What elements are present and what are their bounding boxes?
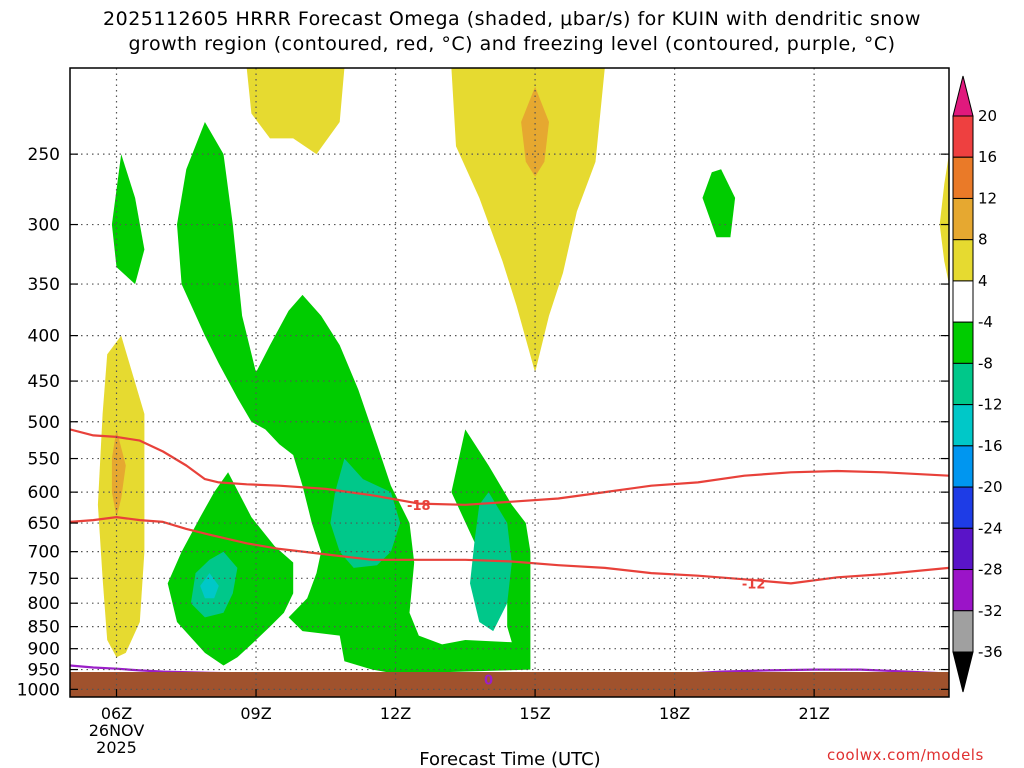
colorbar-bin bbox=[952, 569, 974, 612]
colorbar-bin bbox=[952, 610, 974, 653]
colorbar-label: 16 bbox=[978, 148, 997, 166]
y-tick-label: 800 bbox=[28, 594, 60, 614]
omega-region-green-main bbox=[177, 122, 531, 674]
omega-region-orange-top-center bbox=[521, 86, 549, 177]
y-tick-label: 900 bbox=[28, 640, 60, 660]
y-tick-label: 550 bbox=[28, 450, 60, 470]
contour-label: -18 bbox=[407, 499, 431, 514]
colorbar-bin bbox=[952, 404, 974, 447]
x-tick-year: 2025 bbox=[96, 738, 137, 757]
omega-region-green-small-left bbox=[111, 154, 145, 285]
y-tick-label: 700 bbox=[28, 543, 60, 563]
contour-line-minus18 bbox=[70, 428, 949, 506]
y-tick-label: 450 bbox=[28, 372, 60, 392]
site-credit: coolwx.com/models bbox=[827, 746, 984, 764]
colorbar-label: 4 bbox=[978, 272, 988, 290]
y-tick-label: 600 bbox=[28, 483, 60, 503]
y-tick-label: 400 bbox=[28, 327, 60, 347]
contour-label: 0 bbox=[484, 674, 493, 689]
colorbar-bin bbox=[952, 239, 974, 282]
colorbar-bottom-arrow bbox=[952, 651, 974, 693]
x-axis-label: Forecast Time (UTC) bbox=[419, 749, 600, 768]
x-tick-label: 21Z bbox=[798, 704, 829, 723]
colorbar-label: -4 bbox=[978, 313, 993, 331]
colorbar-bin bbox=[952, 280, 974, 323]
colorbar-bin bbox=[952, 321, 974, 364]
omega-colorbar: 20 16 12 8 4 -4 -8 -12 -16 -20 -24 -28 -32 -36 bbox=[952, 75, 1003, 693]
x-tick-label: 15Z bbox=[519, 704, 550, 723]
gridlines bbox=[70, 68, 949, 697]
colorbar-label: 8 bbox=[978, 231, 988, 249]
colorbar-label: 20 bbox=[978, 107, 997, 125]
plot-frame bbox=[69, 67, 950, 698]
x-tick-label: 12Z bbox=[380, 704, 411, 723]
y-tick-label: 350 bbox=[28, 275, 60, 295]
colorbar-label: -8 bbox=[978, 354, 993, 372]
colorbar-label: 12 bbox=[978, 189, 997, 207]
x-tick-date: 26NOV bbox=[89, 721, 145, 740]
chart-title-line-1: 2025112605 HRRR Forecast Omega (shaded, … bbox=[103, 8, 921, 30]
omega-region-green-small-right bbox=[702, 169, 736, 238]
colorbar-label: -28 bbox=[978, 561, 1003, 579]
omega-region-teal-center-left bbox=[330, 458, 401, 568]
colorbar-label: -16 bbox=[978, 437, 1003, 455]
x-tick-label: 09Z bbox=[240, 704, 271, 723]
colorbar-bin bbox=[952, 445, 974, 488]
omega-region-yellow-right-edge bbox=[939, 154, 949, 285]
colorbar-bin bbox=[952, 156, 974, 199]
colorbar-label: -32 bbox=[978, 602, 1003, 620]
omega-region-yellow-top-center bbox=[451, 68, 605, 373]
contour-line-minus12 bbox=[70, 516, 949, 585]
chart-title-line-2: growth region (contoured, red, °C) and f… bbox=[128, 33, 896, 55]
y-tick-label: 950 bbox=[28, 661, 60, 681]
contour-label: -12 bbox=[742, 577, 766, 592]
colorbar-label: -20 bbox=[978, 478, 1003, 496]
y-tick-label: 750 bbox=[28, 569, 60, 589]
contour-labels-layer: -18 -12 0 bbox=[407, 499, 766, 689]
colorbar-label: -36 bbox=[978, 643, 1003, 661]
colorbar-label: -12 bbox=[978, 396, 1003, 414]
y-tick-label: 650 bbox=[28, 514, 60, 534]
omega-shading-layer bbox=[97, 68, 949, 674]
colorbar-bin bbox=[952, 362, 974, 406]
colorbar-bin bbox=[952, 197, 974, 241]
colorbar-label: -24 bbox=[978, 519, 1003, 537]
colorbar-bin bbox=[952, 527, 974, 571]
omega-region-yellow-top-left bbox=[246, 68, 345, 155]
omega-region-orange-left bbox=[111, 429, 126, 518]
y-tick-label: 500 bbox=[28, 413, 60, 433]
y-tick-label: 250 bbox=[28, 145, 60, 165]
y-tick-label: 300 bbox=[28, 216, 60, 236]
x-tick-label: 06Z bbox=[101, 704, 132, 723]
ground-layer bbox=[70, 672, 949, 697]
colorbar-top-arrow bbox=[952, 75, 974, 117]
colorbar-bin bbox=[952, 486, 974, 529]
x-tick-label: 18Z bbox=[659, 704, 690, 723]
y-tick-label: 850 bbox=[28, 618, 60, 638]
omega-region-cyan-lower-left bbox=[200, 573, 219, 599]
y-tick-label: 1000 bbox=[17, 680, 60, 700]
colorbar-bin bbox=[952, 115, 974, 158]
pressure-axis: 2503003504004505005506006507007508008509… bbox=[17, 145, 949, 700]
